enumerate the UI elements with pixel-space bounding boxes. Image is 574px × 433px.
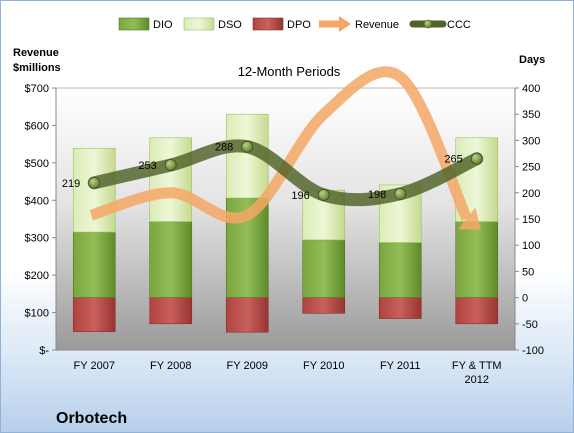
right-tick-label: 150 <box>522 214 540 226</box>
dpo-bar <box>302 297 346 314</box>
left-tick-label: $100 <box>25 308 49 320</box>
ccc-data-label: 196 <box>291 190 309 202</box>
legend: DIO DSO DPO Revenue CCC <box>118 16 471 32</box>
ccc-point <box>317 188 330 201</box>
right-tick-label: -50 <box>522 319 538 331</box>
x-tick-label-line2: 2012 <box>465 374 489 386</box>
right-axis-title: Days <box>519 54 545 66</box>
legend-swatch-dso <box>183 17 215 31</box>
legend-swatch-dio <box>118 17 150 31</box>
x-tick-label: FY & TTM <box>452 360 502 372</box>
dpo-bar <box>149 297 193 325</box>
dio-bar <box>72 231 116 298</box>
legend-label-ccc: CCC <box>447 19 471 31</box>
legend-label-dso: DSO <box>218 19 242 31</box>
company-name: Orbotech <box>56 410 127 427</box>
ccc-data-label: 288 <box>215 142 233 154</box>
left-tick-label: $200 <box>25 270 49 282</box>
right-tick-label: 50 <box>522 266 534 278</box>
legend-swatch-revenue-arrow <box>339 16 351 32</box>
x-tick-label: FY 2010 <box>303 360 344 372</box>
ccc-point <box>88 176 101 189</box>
legend-label-revenue: Revenue <box>355 19 399 31</box>
ccc-data-label: 253 <box>138 160 156 172</box>
revenue-line <box>89 66 472 224</box>
left-tick-label: $500 <box>25 158 49 170</box>
right-tick-label: 300 <box>522 135 540 147</box>
left-tick-label: $600 <box>25 120 49 132</box>
left-tick-label: $700 <box>25 83 49 95</box>
legend-swatch-dpo <box>252 17 284 31</box>
left-tick-label: $- <box>39 345 49 357</box>
left-axis-title-line1: Revenue <box>13 47 59 59</box>
dio-bar <box>455 221 499 298</box>
dio-bar <box>302 239 346 298</box>
right-tick-label: 400 <box>522 83 540 95</box>
right-tick-label: 100 <box>522 240 540 252</box>
dpo-bar <box>378 297 422 319</box>
left-tick-label: $400 <box>25 195 49 207</box>
dio-bar <box>149 221 193 298</box>
ccc-data-label: 198 <box>368 189 386 201</box>
ccc-point <box>394 187 407 200</box>
x-tick-label: FY 2008 <box>150 360 191 372</box>
bar-series <box>72 113 499 333</box>
right-tick-labels: -100 -50 0 50 100 150 200 250 300 350 400 <box>515 83 544 357</box>
x-tick-label: FY 2009 <box>227 360 268 372</box>
right-tick-label: 200 <box>522 188 540 200</box>
dso-bar <box>149 137 193 222</box>
dpo-bar <box>72 297 116 332</box>
x-tick-label: FY 2011 <box>380 360 421 372</box>
revenue-series <box>89 66 481 230</box>
right-tick-label: 350 <box>522 109 540 121</box>
x-tick-labels: FY 2007 FY 2008 FY 2009 FY 2010 FY 2011 FY & … <box>74 360 502 386</box>
ccc-data-labels: 219 253 288 196 198 265 <box>62 142 463 202</box>
plot-area <box>55 87 516 351</box>
legend-swatch-ccc-dot <box>423 19 433 29</box>
left-tick-label: $300 <box>25 233 49 245</box>
legend-label-dio: DIO <box>153 19 173 31</box>
ccc-data-label: 219 <box>62 178 80 190</box>
ccc-data-label: 265 <box>444 154 462 166</box>
dpo-bar <box>455 297 499 325</box>
revenue-arrowhead <box>458 207 481 230</box>
dpo-bar <box>225 297 269 333</box>
chart-subtitle: 12-Month Periods <box>238 64 341 79</box>
right-tick-label: 250 <box>522 162 540 174</box>
ccc-point <box>241 140 254 153</box>
ccc-point <box>164 159 177 171</box>
left-tick-labels: $- $100 $200 $300 $400 $500 $600 $700 <box>25 83 56 357</box>
x-tick-label: FY 2007 <box>74 360 115 372</box>
legend-label-dpo: DPO <box>287 19 311 31</box>
left-axis-title-line2: $millions <box>13 62 61 74</box>
right-tick-label: 0 <box>522 293 528 305</box>
ccc-point <box>470 152 483 165</box>
dio-bar <box>378 242 422 298</box>
right-tick-label: -100 <box>522 345 544 357</box>
ccc-series <box>87 139 484 207</box>
